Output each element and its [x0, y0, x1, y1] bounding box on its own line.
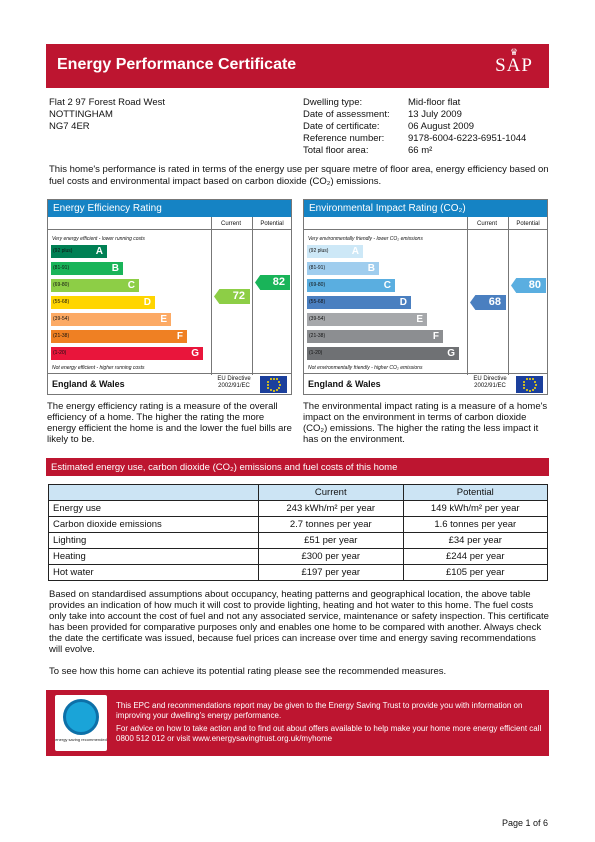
eu-star-icon [269, 378, 272, 381]
eu-star-icon [267, 380, 270, 383]
eu-star-icon [528, 389, 531, 392]
rating-band-e: (39-54) E [307, 313, 427, 326]
crown-icon: ♛ [509, 47, 519, 57]
rating-band-a: (92 plus) A [307, 245, 363, 258]
current-rating-arrow: 68 [470, 295, 506, 310]
eu-star-icon [531, 388, 534, 391]
potential-rating-arrow: 80 [511, 278, 546, 293]
assumptions-text: Based on standardised assumptions about … [49, 589, 549, 655]
rating-band-c: (69-80) C [51, 279, 139, 292]
eu-star-icon [278, 383, 281, 386]
potential-column-header: Potential [260, 221, 284, 227]
address-line: Flat 2 97 Forest Road West [49, 97, 165, 108]
table-header-row: Current Potential [48, 484, 548, 501]
sap-logo: ♛ SAP [485, 48, 543, 84]
eu-star-icon [528, 377, 531, 380]
scale-bottom-note: Not energy efficient - higher running co… [52, 365, 145, 371]
rating-band-f: (21-38) F [51, 330, 187, 343]
eu-star-icon [523, 386, 526, 389]
table-row: Carbon dioxide emissions 2.7 tonnes per y… [48, 516, 548, 533]
costs-section-title: Estimated energy use, carbon dioxide (CO… [46, 458, 549, 476]
address-line: NG7 4ER [49, 121, 90, 132]
rating-band-e: (39-54) E [51, 313, 171, 326]
table-row: Energy use 243 kWh/m² per year 149 kWh/m² … [48, 500, 548, 517]
eu-directive: EU Directive 2002/91/EC [217, 376, 251, 389]
table-row: Heating £300 per year £244 per year [48, 548, 548, 565]
region-label: England & Wales [308, 379, 381, 389]
detail-row: Date of assessment: 13 July 2009 [303, 109, 462, 120]
scale-top-note: Very energy efficient - lower running co… [52, 236, 145, 242]
rating-band-f: (21-38) F [307, 330, 443, 343]
current-column-header: Current [476, 221, 497, 227]
scale-top-note: Very environmentally friendly - lower CO… [308, 236, 423, 242]
eu-star-icon [266, 383, 269, 386]
environmental-impact-rating-panel: Environmental Impact Rating (CO₂) Curren… [303, 199, 548, 395]
certificate-title: Energy Performance Certificate [57, 56, 297, 73]
costs-table: Current Potential Energy use 243 kWh/m² p… [48, 484, 548, 581]
detail-row: Dwelling type: Mid-floor flat [303, 97, 461, 108]
rating-band-d: (55-68) D [51, 296, 155, 309]
panel-title: Environmental Impact Rating (CO₂) [304, 200, 547, 217]
rating-band-b: (81-91) B [307, 262, 379, 275]
rating-band-a: (92 plus) A [51, 245, 107, 258]
energy-saving-recommended-logo: energy saving recommended [55, 695, 107, 751]
current-rating-arrow: 72 [214, 289, 250, 305]
dwelling-details: Dwelling type: Mid-floor flat Date of ass… [303, 97, 526, 157]
eu-star-icon [522, 383, 525, 386]
potential-header: Potential [402, 484, 548, 501]
rating-band-g: (1-20) G [51, 347, 203, 360]
rating-band-b: (81-91) B [51, 262, 123, 275]
energy-saving-trust-banner: energy saving recommended This EPC and r… [46, 690, 549, 756]
current-header: Current [258, 484, 404, 501]
rating-band-g: (1-20) G [307, 347, 459, 360]
address-line: NOTTINGHAM [49, 109, 113, 120]
eu-star-icon [277, 386, 280, 389]
eu-directive: EU Directive 2002/91/EC [473, 376, 507, 389]
rating-band-c: (69-80) C [307, 279, 395, 292]
energy-efficiency-rating-panel: Energy Efficiency Rating Current Potenti… [47, 199, 292, 395]
page-number: Page 1 of 6 [501, 818, 548, 828]
est-advice-text: For advice on how to take action and to … [116, 724, 542, 743]
eu-star-icon [272, 389, 275, 392]
eu-star-icon [277, 380, 280, 383]
eu-flag-icon [260, 376, 287, 393]
panel-title: Energy Efficiency Rating [48, 200, 291, 217]
potential-rating-arrow: 82 [255, 274, 290, 290]
eu-star-icon [275, 388, 278, 391]
impact-description: The environmental impact rating is a mea… [303, 401, 548, 445]
eu-star-icon [275, 378, 278, 381]
see-recommendations-text: To see how this home can achieve its pot… [49, 666, 447, 677]
eu-star-icon [534, 383, 537, 386]
current-column-header: Current [220, 221, 241, 227]
eu-star-icon [525, 388, 528, 391]
intro-text: This home's performance is rated in term… [49, 164, 549, 187]
region-label: England & Wales [52, 379, 125, 389]
eu-star-icon [272, 377, 275, 380]
eu-star-icon [533, 386, 536, 389]
table-row: Lighting £51 per year £34 per year [48, 532, 548, 549]
property-address: Flat 2 97 Forest Road West NOTTINGHAM NG… [49, 97, 165, 133]
potential-column-header: Potential [516, 221, 540, 227]
eu-flag-icon [516, 376, 543, 393]
eu-star-icon [533, 380, 536, 383]
eu-star-icon [523, 380, 526, 383]
efficiency-description: The energy efficiency rating is a measur… [47, 401, 292, 445]
scale-bottom-note: Not environmentally friendly - higher CO… [308, 365, 423, 371]
detail-row: Date of certificate: 06 August 2009 [303, 121, 475, 132]
eu-star-icon [269, 388, 272, 391]
eu-star-icon [267, 386, 270, 389]
rating-band-d: (55-68) D [307, 296, 411, 309]
table-row: Hot water £197 per year £105 per year [48, 564, 548, 581]
est-info-text: This EPC and recommendations report may … [116, 701, 523, 720]
detail-row: Total floor area: 66 m² [303, 145, 433, 156]
eu-star-icon [531, 378, 534, 381]
eu-star-icon [525, 378, 528, 381]
detail-row: Reference number: 9178-6004-6223-6951-104… [303, 133, 527, 144]
certificate-header: Energy Performance Certificate ♛ SAP [46, 44, 549, 88]
